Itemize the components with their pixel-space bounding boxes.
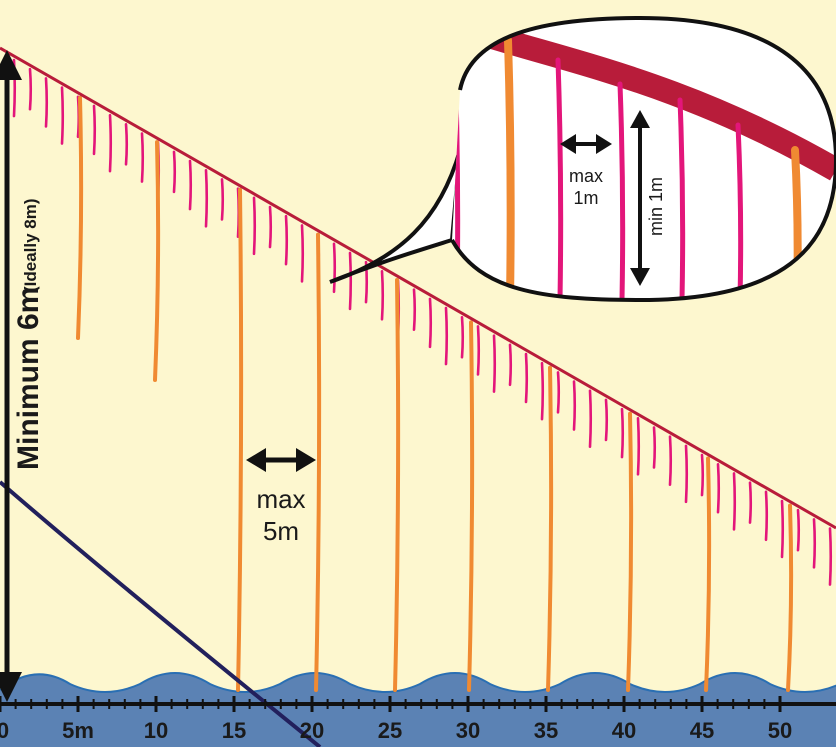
dark-curve xyxy=(0,480,322,747)
short-dropper xyxy=(652,426,657,469)
backbone-line xyxy=(0,46,836,530)
long-dropper xyxy=(546,365,554,692)
short-dropper xyxy=(460,315,465,359)
long-dropper xyxy=(393,277,401,692)
short-dropper xyxy=(92,104,97,156)
short-dropper xyxy=(716,462,721,514)
short-dropper xyxy=(588,389,593,449)
inset-dropper xyxy=(555,57,564,300)
short-dropper xyxy=(556,371,561,414)
short-dropper xyxy=(620,407,625,459)
axis-tick-label: 30 xyxy=(456,718,480,743)
short-dropper xyxy=(252,196,257,256)
inset-dropper xyxy=(735,122,744,300)
long-dropper xyxy=(314,232,322,692)
long-dropper xyxy=(704,456,712,692)
long-dropper xyxy=(467,320,475,692)
short-dropper xyxy=(284,214,289,266)
short-dropper xyxy=(780,499,785,559)
short-dropper xyxy=(508,343,513,387)
short-dropper xyxy=(668,435,673,486)
short-dropper xyxy=(748,481,753,524)
axis-tick-label: 45 xyxy=(690,718,714,743)
axis-tick-label: 10 xyxy=(144,718,168,743)
short-dropper xyxy=(140,132,145,183)
inset-length-label: min 1m xyxy=(646,177,666,236)
short-dropper xyxy=(124,123,129,166)
axis-tick-label: 15 xyxy=(222,718,246,743)
axis-tick-label: 20 xyxy=(300,718,324,743)
short-dropper xyxy=(732,472,737,531)
short-dropper xyxy=(380,270,385,321)
axis-tick-label: 35 xyxy=(534,718,558,743)
short-dropper xyxy=(44,77,49,128)
short-dropper xyxy=(108,113,113,173)
spacing-arrow xyxy=(246,448,316,472)
inset-spacing-arrow xyxy=(560,134,612,154)
short-dropper xyxy=(796,508,801,552)
long-dropper xyxy=(76,95,84,340)
inset-dropper xyxy=(452,57,461,300)
short-dropper xyxy=(540,361,545,421)
short-dropper xyxy=(188,159,193,211)
long-dropper xyxy=(786,503,794,692)
short-dropper xyxy=(428,297,433,349)
short-dropper xyxy=(28,67,33,111)
dropper-lines xyxy=(12,58,833,692)
axis-tick-label: 5m xyxy=(62,718,94,743)
short-dropper xyxy=(268,205,273,249)
short-dropper xyxy=(300,224,305,283)
axis-tick-label: 25 xyxy=(378,718,402,743)
short-dropper xyxy=(204,168,209,228)
long-dropper xyxy=(626,411,634,692)
spacing-label-5m: 5m xyxy=(263,516,299,546)
short-dropper xyxy=(636,417,641,476)
inset-spacing-1m: 1m xyxy=(573,188,598,208)
short-dropper xyxy=(492,334,497,393)
inset-spacing-max: max xyxy=(569,166,603,186)
short-dropper xyxy=(684,444,689,504)
axis-tick-label: 0 xyxy=(0,718,9,743)
short-dropper xyxy=(572,380,577,431)
short-dropper xyxy=(828,527,833,586)
short-dropper xyxy=(412,288,417,332)
vertical-label-note: (Ideally 8m) xyxy=(21,198,40,292)
short-dropper xyxy=(812,518,817,569)
inset-dropper xyxy=(791,146,802,300)
short-dropper xyxy=(444,306,449,366)
vertical-label: Minimum 6m xyxy=(12,287,45,470)
inset-dropper xyxy=(617,81,626,300)
distance-axis: 0 5m 10 15 20 25 30 35 40 45 50 xyxy=(0,696,836,743)
short-dropper xyxy=(332,242,337,294)
short-dropper xyxy=(764,490,769,542)
inset-dropper xyxy=(504,36,515,300)
long-dropper xyxy=(236,187,244,692)
axis-tick-label: 50 xyxy=(768,718,792,743)
short-dropper xyxy=(220,178,225,221)
spacing-label-max: max xyxy=(256,484,305,514)
short-dropper xyxy=(172,150,177,194)
inset-length-arrow xyxy=(630,110,650,286)
inset-dropper xyxy=(677,97,686,300)
long-dropper xyxy=(153,140,161,382)
axis-tick-label: 40 xyxy=(612,718,636,743)
short-dropper xyxy=(700,453,705,497)
short-dropper xyxy=(604,398,609,442)
short-dropper xyxy=(476,325,481,376)
vertical-height-arrow xyxy=(0,50,22,702)
short-dropper xyxy=(348,251,353,311)
short-dropper xyxy=(524,352,529,404)
zoom-callout: max 1m min 1m xyxy=(329,15,836,303)
short-dropper xyxy=(60,86,65,145)
